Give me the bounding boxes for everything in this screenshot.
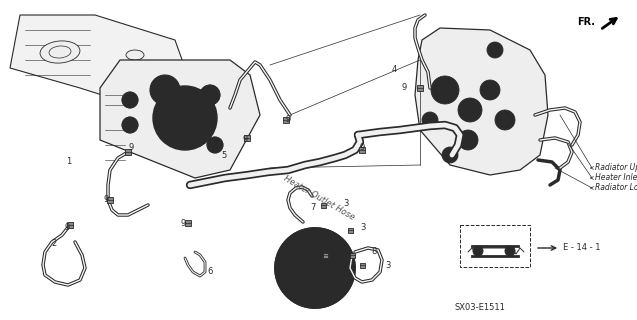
Circle shape: [437, 82, 453, 98]
Circle shape: [122, 92, 138, 108]
Bar: [417, 85, 423, 91]
Text: 8: 8: [371, 247, 376, 257]
Circle shape: [463, 135, 473, 145]
Bar: [350, 252, 355, 258]
Text: 9: 9: [103, 196, 109, 204]
Circle shape: [426, 116, 434, 124]
Text: 3: 3: [343, 198, 348, 207]
Text: Radiator Lower Hose: Radiator Lower Hose: [595, 183, 637, 193]
Ellipse shape: [40, 41, 80, 63]
Text: 6: 6: [207, 267, 213, 276]
Circle shape: [458, 130, 478, 150]
Circle shape: [505, 246, 515, 256]
Text: E - 14 - 1: E - 14 - 1: [563, 244, 601, 252]
Text: Heater Outlet Hose: Heater Outlet Hose: [282, 174, 356, 222]
Text: 9: 9: [64, 223, 69, 233]
Circle shape: [200, 85, 220, 105]
Text: 9: 9: [401, 84, 406, 92]
Circle shape: [431, 76, 459, 104]
Circle shape: [487, 42, 503, 58]
Bar: [125, 149, 131, 155]
Bar: [460, 225, 530, 267]
Bar: [185, 220, 191, 226]
Bar: [320, 203, 326, 207]
Circle shape: [153, 86, 217, 150]
Text: 7: 7: [310, 204, 316, 212]
Text: Radiator Upper Hose: Radiator Upper Hose: [595, 164, 637, 172]
Text: 9: 9: [242, 134, 248, 143]
Bar: [107, 197, 113, 203]
Circle shape: [207, 137, 223, 153]
Text: 3: 3: [361, 223, 366, 233]
Bar: [359, 262, 364, 268]
Text: 9: 9: [285, 115, 290, 124]
Circle shape: [180, 113, 190, 123]
Polygon shape: [10, 15, 185, 115]
Circle shape: [500, 115, 510, 125]
Circle shape: [422, 112, 438, 128]
Text: FR.: FR.: [577, 17, 595, 27]
Circle shape: [495, 110, 515, 130]
Bar: [359, 147, 365, 153]
Bar: [67, 222, 73, 228]
Text: 3: 3: [385, 260, 390, 269]
Circle shape: [150, 75, 180, 105]
Circle shape: [480, 80, 500, 100]
Ellipse shape: [49, 46, 71, 58]
Text: 5: 5: [222, 150, 227, 159]
Text: 9: 9: [359, 143, 364, 153]
Circle shape: [275, 228, 355, 308]
Bar: [283, 117, 289, 123]
Ellipse shape: [126, 50, 144, 60]
Text: Heater Inlet Hose: Heater Inlet Hose: [595, 173, 637, 182]
Bar: [322, 252, 327, 258]
Circle shape: [485, 85, 495, 95]
Circle shape: [458, 98, 482, 122]
Text: 1: 1: [66, 157, 71, 166]
Text: 3: 3: [338, 251, 344, 260]
Circle shape: [309, 262, 321, 274]
Text: 9: 9: [180, 219, 185, 228]
Circle shape: [442, 147, 458, 163]
Text: 2: 2: [52, 239, 57, 249]
Polygon shape: [415, 28, 548, 175]
Text: 4: 4: [391, 66, 397, 75]
Circle shape: [122, 117, 138, 133]
Bar: [244, 135, 250, 141]
Text: 9: 9: [129, 143, 134, 153]
Polygon shape: [100, 60, 260, 178]
Bar: [348, 228, 352, 233]
Circle shape: [473, 246, 483, 256]
Circle shape: [463, 103, 477, 117]
Text: SX03-E1511: SX03-E1511: [455, 302, 505, 311]
